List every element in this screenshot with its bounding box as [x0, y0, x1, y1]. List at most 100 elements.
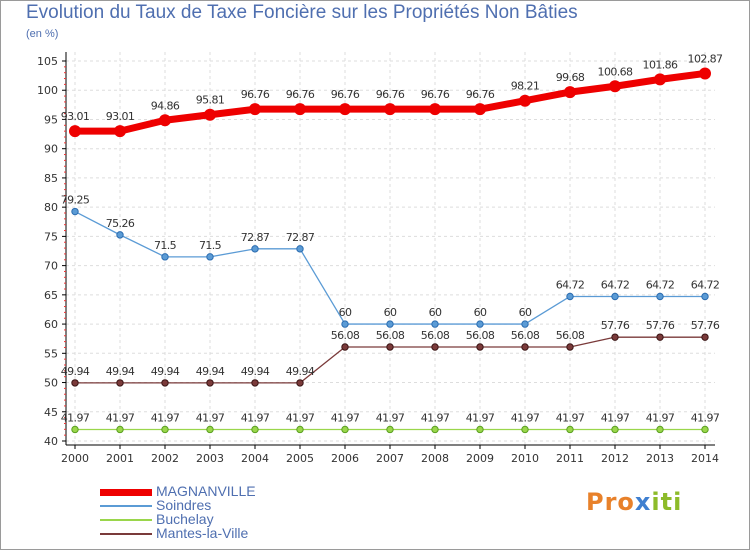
data-label-magnanville: 96.76 — [466, 88, 495, 101]
data-point-mantes-la-ville — [701, 333, 709, 341]
data-label-mantes-la-ville: 56.08 — [466, 329, 495, 342]
data-point-buchelay — [521, 425, 529, 434]
data-label-mantes-la-ville: 57.76 — [601, 319, 630, 332]
data-point-buchelay — [296, 425, 304, 434]
data-point-mantes-la-ville — [71, 379, 79, 387]
data-point-mantes-la-ville — [251, 379, 259, 387]
data-label-soindres: 60 — [339, 306, 352, 319]
data-label-soindres: 60 — [519, 306, 532, 319]
data-label-buchelay: 41.97 — [106, 411, 135, 424]
y-tick-label: 95 — [44, 113, 58, 126]
proxiti-logo: Proxiti — [586, 488, 682, 516]
data-label-soindres: 64.72 — [556, 278, 585, 291]
data-point-soindres — [386, 320, 394, 328]
data-label-buchelay: 41.97 — [151, 411, 180, 424]
data-point-soindres — [116, 231, 124, 239]
data-label-buchelay: 41.97 — [601, 411, 630, 424]
data-point-buchelay — [71, 425, 79, 434]
data-point-buchelay — [701, 425, 709, 434]
y-unit-label: (en %) — [26, 28, 59, 40]
data-label-buchelay: 41.97 — [466, 411, 495, 424]
y-tick-label: 90 — [44, 143, 58, 156]
data-label-mantes-la-ville: 49.94 — [196, 365, 225, 378]
x-tick-label: 2014 — [691, 452, 719, 465]
data-label-magnanville: 96.76 — [421, 88, 450, 101]
x-tick-label: 2000 — [61, 452, 89, 465]
x-tick-label: 2012 — [601, 452, 629, 465]
data-point-mantes-la-ville — [431, 343, 439, 351]
data-point-buchelay — [386, 425, 394, 434]
data-label-buchelay: 41.97 — [61, 411, 90, 424]
data-label-mantes-la-ville: 56.08 — [331, 329, 360, 342]
data-label-mantes-la-ville: 49.94 — [151, 365, 180, 378]
data-point-magnanville — [204, 108, 216, 121]
y-tick-label: 65 — [44, 289, 58, 302]
data-label-mantes-la-ville: 49.94 — [61, 365, 90, 378]
legend-swatch-buchelay — [100, 519, 152, 521]
data-point-magnanville — [654, 73, 666, 86]
data-point-mantes-la-ville — [656, 333, 664, 341]
y-tick-label: 100 — [37, 84, 58, 97]
data-label-mantes-la-ville: 49.94 — [241, 365, 270, 378]
y-tick-label: 105 — [37, 55, 58, 68]
x-tick-label: 2008 — [421, 452, 449, 465]
data-label-magnanville: 96.76 — [286, 88, 315, 101]
data-point-buchelay — [116, 425, 124, 434]
data-label-buchelay: 41.97 — [286, 411, 315, 424]
y-tick-label: 55 — [44, 347, 58, 360]
data-label-magnanville: 102.87 — [688, 52, 723, 65]
data-point-mantes-la-ville — [116, 379, 124, 387]
data-point-mantes-la-ville — [566, 343, 574, 351]
data-label-soindres: 71.5 — [199, 239, 222, 252]
y-tick-label: 45 — [44, 406, 58, 419]
y-tick-label: 60 — [44, 318, 58, 331]
data-label-soindres: 72.87 — [241, 231, 270, 244]
data-point-mantes-la-ville — [161, 379, 169, 387]
data-label-buchelay: 41.97 — [646, 411, 675, 424]
data-point-soindres — [476, 320, 484, 328]
data-point-soindres — [701, 292, 709, 301]
data-label-mantes-la-ville: 56.08 — [556, 329, 585, 342]
data-label-soindres: 60 — [474, 306, 487, 319]
data-label-buchelay: 41.97 — [241, 411, 270, 424]
y-tick-label: 70 — [44, 260, 58, 273]
data-point-magnanville — [69, 125, 81, 138]
data-point-mantes-la-ville — [386, 343, 394, 351]
data-label-magnanville: 96.76 — [376, 88, 405, 101]
data-label-magnanville: 94.86 — [151, 99, 180, 112]
data-point-soindres — [206, 253, 214, 261]
legend-label-magnanville: MAGNANVILLE — [156, 483, 256, 499]
data-point-mantes-la-ville — [611, 333, 619, 341]
data-label-magnanville: 95.81 — [196, 94, 225, 107]
data-label-soindres: 72.87 — [286, 231, 315, 244]
data-label-buchelay: 41.97 — [196, 411, 225, 424]
data-label-magnanville: 99.68 — [556, 71, 585, 84]
data-point-mantes-la-ville — [476, 343, 484, 351]
data-label-soindres: 71.5 — [154, 239, 177, 252]
x-tick-label: 2003 — [196, 452, 224, 465]
data-point-soindres — [656, 292, 664, 301]
data-point-magnanville — [609, 80, 621, 93]
data-point-magnanville — [339, 103, 351, 116]
data-label-soindres: 64.72 — [601, 278, 630, 291]
data-label-buchelay: 41.97 — [556, 411, 585, 424]
data-point-magnanville — [474, 103, 486, 116]
data-label-buchelay: 41.97 — [691, 411, 720, 424]
legend-label-soindres: Soindres — [156, 497, 212, 513]
data-label-mantes-la-ville: 49.94 — [106, 365, 135, 378]
data-point-soindres — [71, 207, 79, 216]
data-label-mantes-la-ville: 49.94 — [286, 365, 315, 378]
x-tick-label: 2001 — [106, 452, 134, 465]
data-label-buchelay: 41.97 — [376, 411, 405, 424]
data-label-buchelay: 41.97 — [331, 411, 360, 424]
data-label-magnanville: 93.01 — [61, 110, 90, 123]
y-tick-label: 75 — [44, 230, 58, 243]
data-label-magnanville: 96.76 — [241, 88, 270, 101]
data-label-buchelay: 41.97 — [511, 411, 540, 424]
data-label-magnanville: 96.76 — [331, 88, 360, 101]
data-point-mantes-la-ville — [341, 343, 349, 351]
data-point-magnanville — [429, 103, 441, 116]
data-label-mantes-la-ville: 56.08 — [511, 329, 540, 342]
data-point-magnanville — [114, 125, 126, 138]
